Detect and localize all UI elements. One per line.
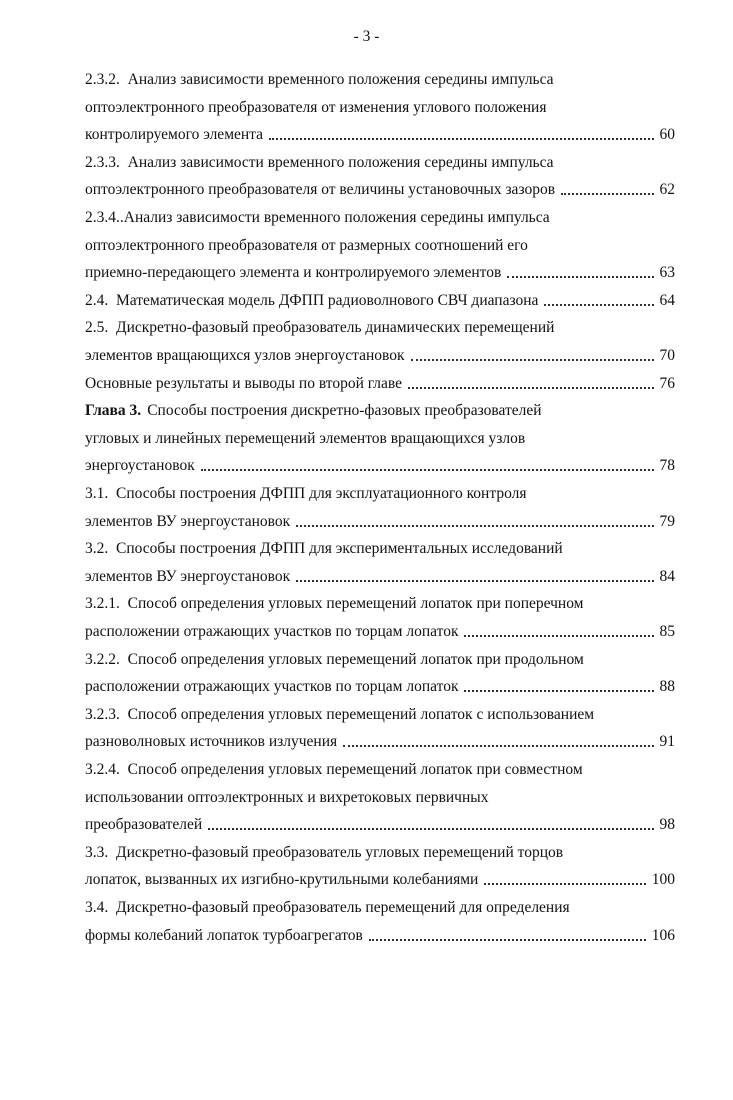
toc-line: 3.2.3. Способ определения угловых переме…: [85, 704, 675, 726]
chapter-label: Глава 3.: [85, 402, 142, 420]
toc-line: оптоэлектронного преобразователя от изме…: [85, 97, 675, 119]
entry-text: 3.4. Дискретно-фазовый преобразователь п…: [85, 899, 570, 916]
entry-text: 3.2.4. Способ определения угловых переме…: [85, 761, 583, 778]
dot-leader: [269, 124, 654, 141]
page-ref: 98: [659, 816, 676, 834]
toc-line: оптоэлектронного преобразователя от вели…: [85, 179, 675, 201]
page-ref: 79: [659, 512, 676, 530]
entry-text: оптоэлектронного преобразователя от разм…: [85, 236, 528, 254]
page-ref: 84: [659, 567, 676, 585]
page-ref: 62: [659, 181, 676, 199]
entry-text: Основные результаты и выводы по второй г…: [85, 374, 403, 392]
toc-line: преобразователей 98: [85, 814, 675, 836]
toc-line: 3.2.1. Способ определения угловых переме…: [85, 593, 675, 615]
entry-text: 2.5. Дискретно-фазовый преобразователь д…: [85, 319, 555, 337]
entry-text: расположении отражающих участков по торц…: [85, 678, 459, 696]
toc-line: 3.2. Способы построения ДФПП для экспери…: [85, 538, 675, 560]
page-ref: 78: [659, 457, 676, 475]
toc-line: элементов вращающихся узлов энергоустано…: [85, 345, 675, 367]
entry-text: элементов вращающихся узлов энергоустано…: [85, 347, 405, 364]
dot-leader: [200, 455, 654, 472]
entry-text: 3.1. Способы построения ДФПП для эксплуа…: [85, 485, 527, 502]
dot-leader: [484, 869, 646, 886]
toc-line: энергоустановок 78: [85, 455, 675, 477]
page-number: - 3 -: [353, 28, 380, 45]
toc-line: 3.1. Способы построения ДФПП для эксплуа…: [85, 483, 675, 505]
toc-line: оптоэлектронного преобразователя от разм…: [85, 235, 675, 257]
entry-text: контролируемого элемента: [85, 126, 264, 144]
dot-leader: [507, 262, 654, 279]
page-ref: 60: [659, 126, 676, 144]
toc-line: 2.5. Дискретно-фазовый преобразователь д…: [85, 317, 675, 339]
entry-text: преобразователей: [85, 816, 203, 834]
entry-text: 2.4. Математическая модель ДФПП радиовол…: [85, 291, 539, 309]
page-ref: 91: [659, 733, 676, 751]
page-ref: 63: [659, 264, 676, 282]
toc-line: 2.3.4..Анализ зависимости временного пол…: [85, 207, 675, 229]
entry-text: энергоустановок: [85, 457, 195, 475]
toc-line: контролируемого элемента 60: [85, 124, 675, 146]
page-ref: 85: [659, 623, 676, 640]
toc-line: Глава 3. Способы построения дискретно-фаз…: [85, 400, 675, 422]
toc-line: 2.3.2. Анализ зависимости временного пол…: [85, 69, 675, 91]
entry-text: 3.2.1. Способ определения угловых переме…: [85, 595, 584, 613]
dot-leader: [296, 566, 654, 582]
entry-text: 2.3.2. Анализ зависимости временного пол…: [85, 71, 554, 88]
entry-text: 2.3.4..Анализ зависимости временного пол…: [85, 209, 550, 226]
toc-line: лопаток, вызванных их изгибно-крутильным…: [85, 869, 675, 891]
entry-text: угловых и линейных перемещений элементов…: [85, 429, 526, 447]
entry-text: разноволновых источников излучения: [85, 733, 338, 751]
entry-text: 2.3.3. Анализ зависимости временного пол…: [85, 153, 554, 171]
entry-text: 3.2. Способы построения ДФПП для экспери…: [85, 540, 563, 558]
toc-line: 3.2.2. Способ определения угловых переме…: [85, 649, 675, 671]
toc-line: 3.4. Дискретно-фазовый преобразователь п…: [85, 897, 675, 919]
toc-line: 3.3. Дискретно-фазовый преобразователь у…: [85, 842, 675, 864]
dot-leader: [408, 373, 654, 389]
dot-leader: [464, 621, 654, 637]
entry-text: 3.2.2. Способ определения угловых переме…: [85, 650, 584, 668]
toc-line: расположении отражающих участков по торц…: [85, 676, 675, 698]
toc-line: 2.3.3. Анализ зависимости временного пол…: [85, 152, 675, 174]
toc-line: угловых и линейных перемещений элементов…: [85, 428, 675, 450]
dot-leader: [561, 179, 654, 196]
page-ref: 76: [659, 374, 676, 392]
toc-line: элементов ВУ энергоустановок 79: [85, 511, 675, 533]
dot-leader: [410, 345, 654, 361]
toc-line: использовании оптоэлектронных и вихреток…: [85, 787, 675, 809]
entry-text: 3.2.3. Способ определения угловых переме…: [85, 705, 595, 723]
page-ref: 100: [651, 871, 675, 889]
entry-text: приемно-передающего элемента и контролир…: [85, 264, 502, 282]
entry-text: 3.3. Дискретно-фазовый преобразователь у…: [85, 843, 564, 861]
entry-text: Способы построения дискретно-фазовых пре…: [147, 402, 542, 420]
entry-text: формы колебаний лопаток турбоагрегатов: [85, 926, 363, 944]
dot-leader: [296, 511, 654, 527]
dot-leader: [343, 731, 654, 748]
dot-leader: [464, 676, 654, 693]
entry-text: использовании оптоэлектронных и вихреток…: [85, 788, 489, 806]
dot-leader: [368, 925, 646, 941]
entry-text: лопаток, вызванных их изгибно-крутильным…: [85, 871, 479, 889]
entry-text: элементов ВУ энергоустановок: [85, 512, 291, 530]
toc-line: приемно-передающего элемента и контролир…: [85, 262, 675, 284]
toc-line: Основные результаты и выводы по второй г…: [85, 373, 675, 395]
entry-text: оптоэлектронного преобразователя от изме…: [85, 98, 547, 116]
entry-text: расположении отражающих участков по торц…: [85, 623, 459, 640]
toc-line: элементов ВУ энергоустановок 84: [85, 566, 675, 588]
page-ref: 70: [659, 347, 676, 364]
toc-line: формы колебаний лопаток турбоагрегатов 10…: [85, 925, 675, 947]
entry-text: элементов ВУ энергоустановок: [85, 567, 291, 585]
toc-line: 3.2.4. Способ определения угловых переме…: [85, 759, 675, 781]
dot-leader: [544, 290, 654, 306]
toc-line: 2.4. Математическая модель ДФПП радиовол…: [85, 290, 675, 312]
page-ref: 106: [651, 926, 675, 944]
page-ref: 64: [659, 291, 676, 309]
page-ref: 88: [659, 678, 676, 696]
toc-line: разноволновых источников излучения 91: [85, 731, 675, 753]
toc-line: расположении отражающих участков по торц…: [85, 621, 675, 643]
dot-leader: [208, 814, 654, 831]
entry-text: оптоэлектронного преобразователя от вели…: [85, 181, 556, 199]
